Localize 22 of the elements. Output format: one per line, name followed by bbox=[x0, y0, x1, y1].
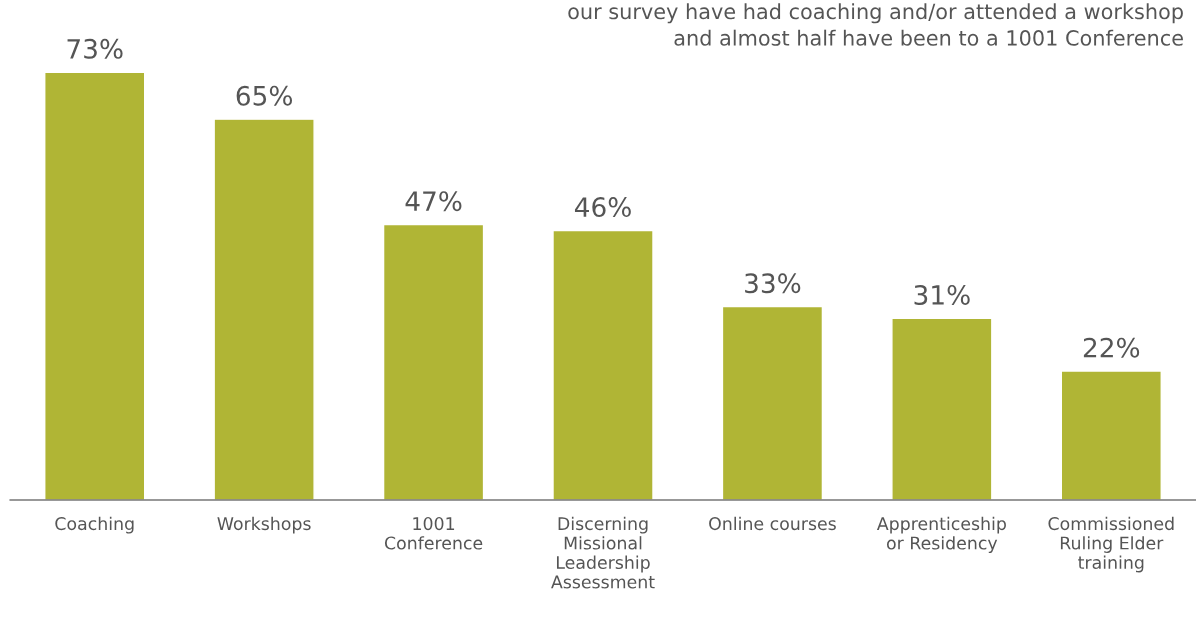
x-tick-label: Apprenticeship or Residency bbox=[876, 516, 1006, 553]
text: our survey have had coaching and/or attended a workshop and almost half have been to a 1001 Conference bbox=[568, 3, 1183, 46]
data-label: 47% bbox=[405, 191, 462, 212]
data-label: 22% bbox=[1083, 337, 1140, 358]
bar bbox=[213, 118, 315, 501]
bar bbox=[721, 305, 824, 501]
data-label: 73% bbox=[67, 38, 123, 59]
x-tick-label: Workshops bbox=[217, 516, 311, 534]
data-label: 31% bbox=[914, 284, 970, 305]
bar bbox=[552, 229, 654, 501]
bar bbox=[44, 71, 146, 501]
x-tick-label: Discerning Missional Leadership Assessment bbox=[551, 516, 655, 589]
data-label: 46% bbox=[574, 197, 631, 218]
data-label: 33% bbox=[745, 273, 801, 294]
x-tick-label: Commissioned Ruling Elder training bbox=[1048, 516, 1174, 573]
x-tick-label: Online courses bbox=[709, 516, 836, 531]
x-tick-label: Coaching bbox=[55, 516, 134, 534]
x-tick-label: 1001 Conference bbox=[384, 517, 483, 550]
bar bbox=[1060, 370, 1162, 501]
bar bbox=[891, 317, 993, 501]
bar bbox=[382, 223, 485, 501]
data-label: 65% bbox=[236, 85, 293, 106]
